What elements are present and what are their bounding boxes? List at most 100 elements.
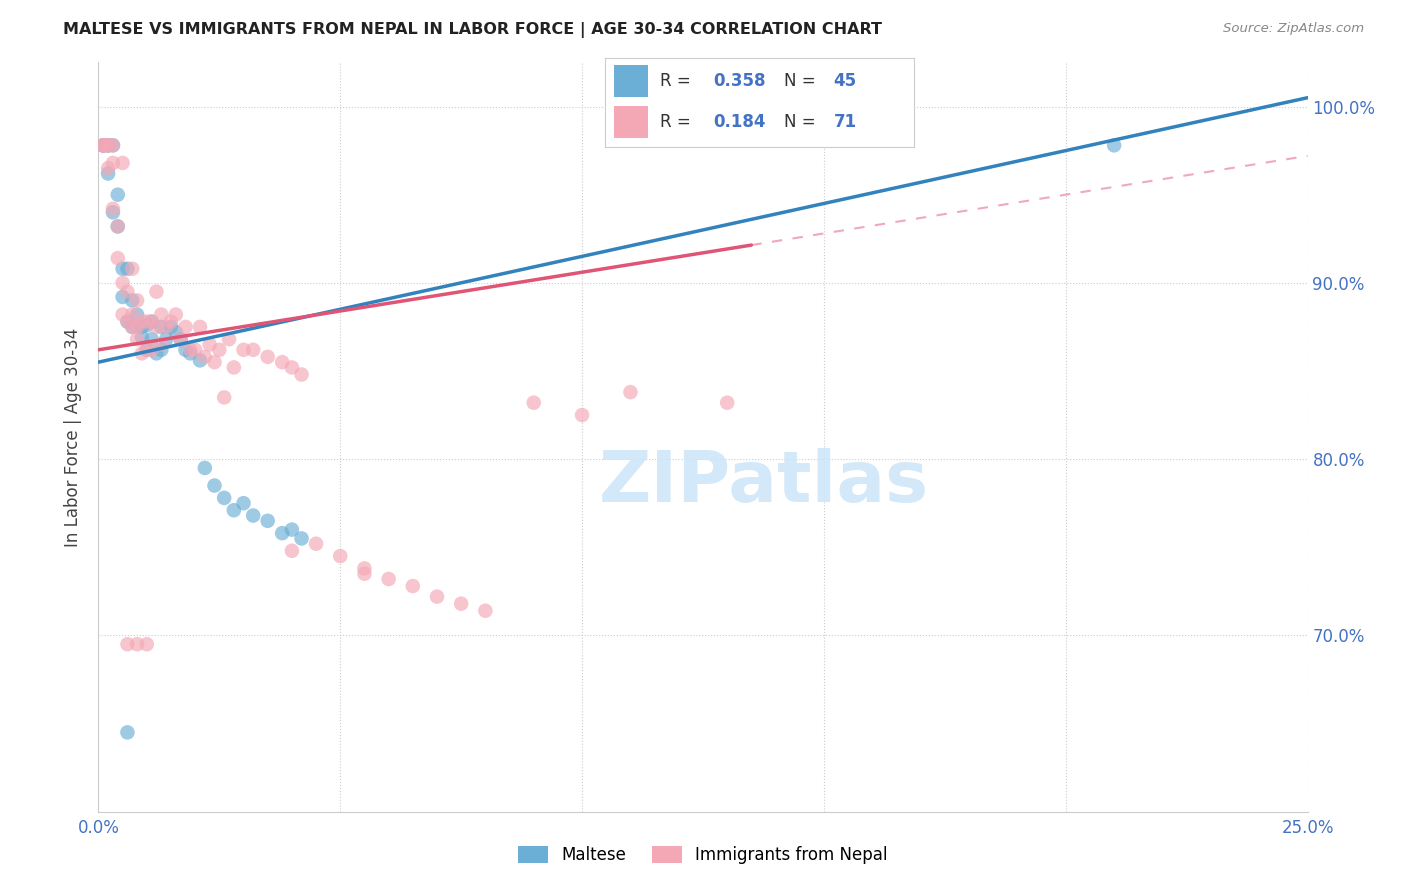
Point [135,637,157,651]
Text: 45: 45 [834,72,856,90]
Point [111,261,134,276]
Point [179,346,201,360]
Point [290,532,312,546]
Point [160,319,183,334]
Point [222,360,245,375]
Text: R =: R = [661,113,690,131]
Point [131,315,153,329]
Point [155,319,177,334]
Point [281,543,304,558]
Point [107,219,129,234]
Point [716,395,738,409]
Point [1102,138,1125,153]
Point [97,138,120,153]
Text: 71: 71 [834,113,856,131]
Point [117,261,139,276]
Point [353,561,375,575]
Point [222,503,245,517]
Point [127,637,149,651]
Point [208,343,231,357]
Point [204,478,226,492]
Point [174,319,197,334]
Point [155,332,177,346]
Point [91,138,114,153]
Point [353,566,375,581]
Point [188,353,211,368]
Point [135,315,157,329]
Point [101,205,124,219]
Point [242,508,264,523]
Point [474,604,496,618]
Text: ZIPatlas: ZIPatlas [599,448,928,516]
Point [165,308,187,322]
Point [107,219,129,234]
Point [256,514,278,528]
Point [101,156,124,170]
Point [117,285,139,299]
Point [141,315,163,329]
Point [212,491,235,505]
Point [290,368,312,382]
Point [127,293,149,308]
Point [101,138,124,153]
Point [169,332,191,346]
Point [135,318,157,332]
Point [131,346,153,360]
Point [135,343,157,357]
Point [141,332,163,346]
Point [97,138,120,153]
Point [450,597,472,611]
Point [131,319,153,334]
Point [145,346,167,360]
Point [97,138,120,153]
Text: R =: R = [661,72,690,90]
Text: N =: N = [785,72,815,90]
Point [271,526,294,541]
Point [194,461,217,475]
Point [160,315,183,329]
Point [188,319,211,334]
Point [91,138,114,153]
Point [426,590,449,604]
Point [121,319,143,334]
Point [179,343,201,357]
Point [141,315,163,329]
Point [135,343,157,357]
Point [111,290,134,304]
Point [232,496,254,510]
Point [198,337,221,351]
Point [111,308,134,322]
Point [165,325,187,339]
Text: MALTESE VS IMMIGRANTS FROM NEPAL IN LABOR FORCE | AGE 30-34 CORRELATION CHART: MALTESE VS IMMIGRANTS FROM NEPAL IN LABO… [63,22,883,38]
Point [121,319,143,334]
Point [131,330,153,344]
Point [117,637,139,651]
FancyBboxPatch shape [614,106,648,138]
Text: N =: N = [785,113,815,131]
Point [523,395,546,409]
Point [117,725,139,739]
Point [145,285,167,299]
Point [111,276,134,290]
Point [194,350,217,364]
Point [281,360,304,375]
Point [121,293,143,308]
Point [141,343,163,357]
Point [145,319,167,334]
Point [169,332,191,346]
Point [91,138,114,153]
Point [150,319,173,334]
Point [305,537,328,551]
Point [121,261,143,276]
Point [91,138,114,153]
Point [204,355,226,369]
Point [91,138,114,153]
Legend: Maltese, Immigrants from Nepal: Maltese, Immigrants from Nepal [512,839,894,871]
Point [111,156,134,170]
Point [97,167,120,181]
Point [212,391,235,405]
Point [127,308,149,322]
Point [97,161,120,176]
Point [402,579,425,593]
Point [117,315,139,329]
